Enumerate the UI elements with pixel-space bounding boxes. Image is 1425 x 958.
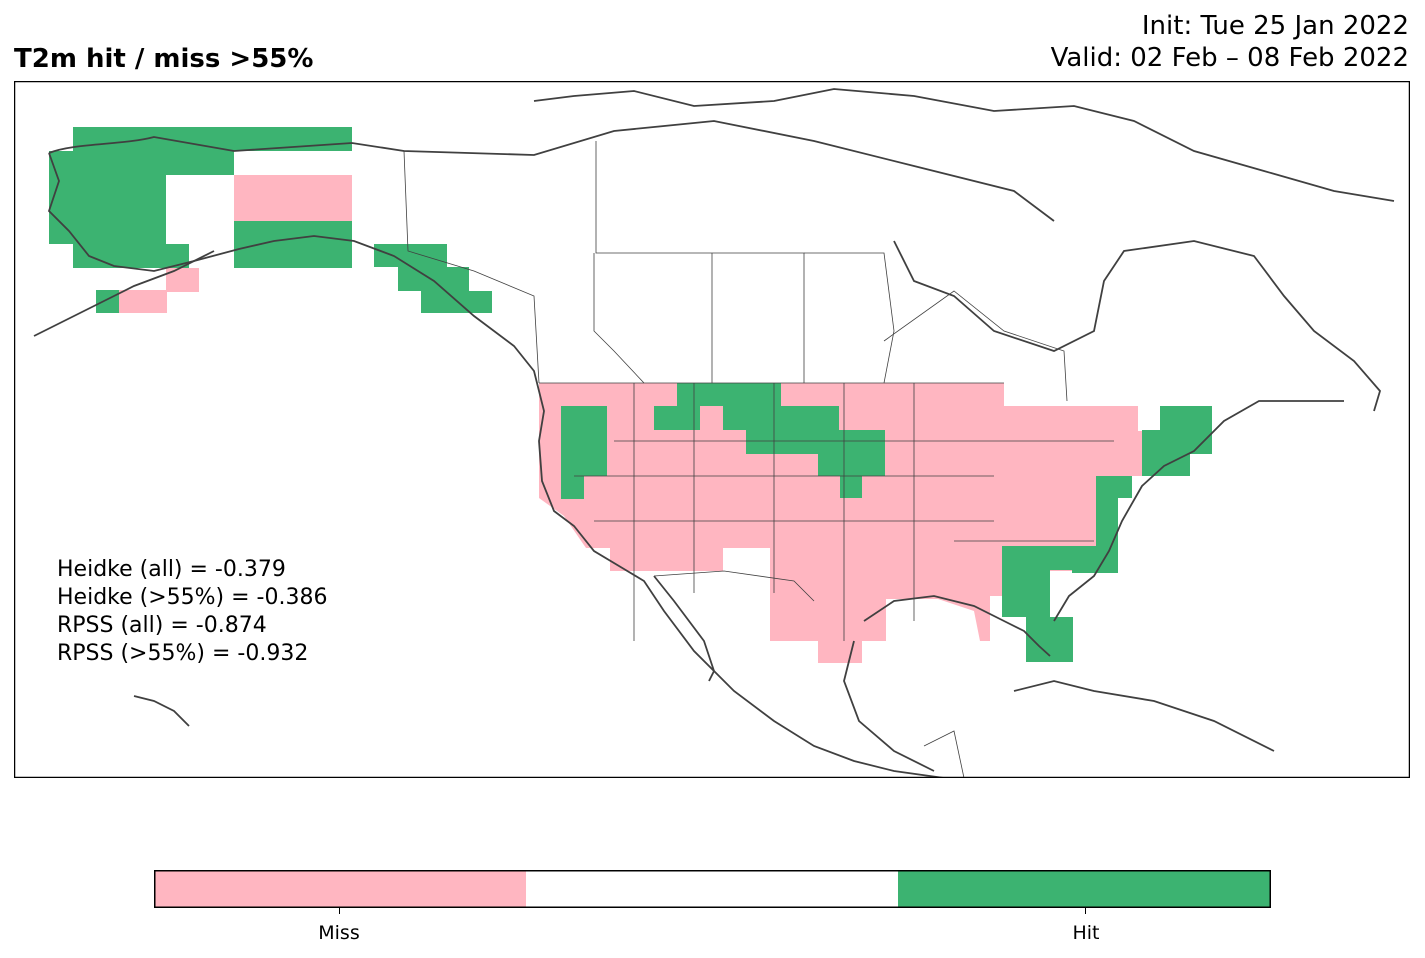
borders (403, 141, 1114, 778)
rpss-55-score: RPSS (>55%) = -0.932 (57, 641, 309, 666)
hit-label: Hit (1072, 922, 1100, 944)
heidke-all-score: Heidke (all) = -0.379 (57, 557, 286, 582)
colorbar-hit (898, 870, 1271, 908)
hit-tick (1085, 908, 1086, 914)
skill-scores: Heidke (all) = -0.379 Heidke (>55%) = -0… (57, 556, 327, 668)
forecast-map (14, 81, 1410, 778)
forecast-dates: Init: Tue 25 Jan 2022 Valid: 02 Feb – 08… (1051, 10, 1409, 74)
miss-tick (339, 908, 340, 914)
panhandle-cells (374, 244, 492, 313)
rpss-all-score: RPSS (all) = -0.874 (57, 613, 267, 638)
coastlines (33, 88, 1395, 778)
heidke-55-score: Heidke (>55%) = -0.386 (57, 585, 328, 610)
miss-label: Miss (318, 922, 360, 944)
colorbar (154, 870, 1271, 908)
valid-range: Valid: 02 Feb – 08 Feb 2022 (1050, 43, 1409, 73)
init-date: Init: Tue 25 Jan 2022 (1141, 11, 1409, 41)
colorbar-neutral (526, 870, 898, 908)
colorbar-miss (154, 870, 526, 908)
alaska-cells (49, 127, 352, 313)
map-title: T2m hit / miss >55% (14, 44, 314, 74)
conus-cells (539, 383, 1212, 663)
map-frame (14, 81, 1410, 778)
